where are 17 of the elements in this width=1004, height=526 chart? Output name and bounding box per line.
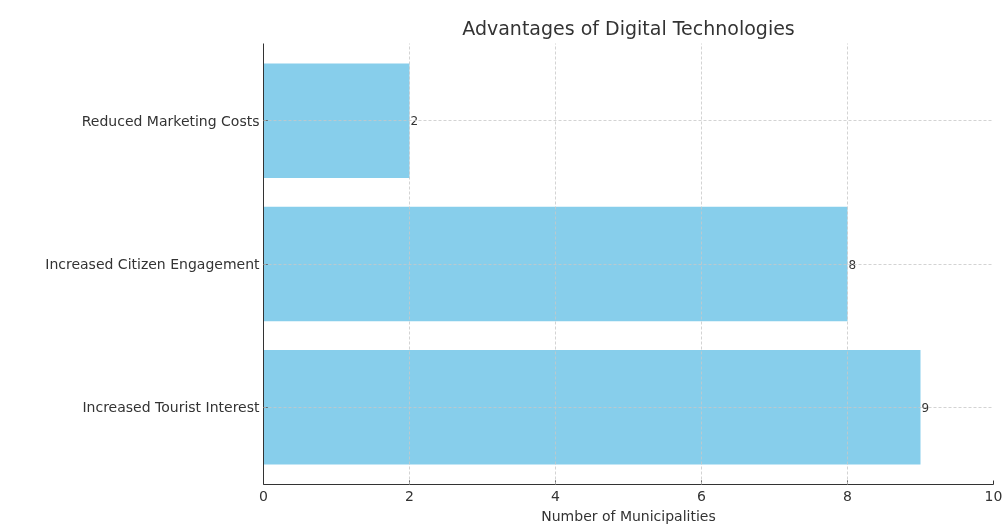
- x-tick-label: 8: [843, 487, 852, 504]
- x-tick-label: 4: [551, 487, 561, 504]
- y-tick-label: Increased Tourist Interest: [82, 399, 261, 416]
- data-label: 8: [848, 257, 857, 272]
- x-tick-label: 0: [259, 487, 268, 504]
- y-tick-label: Reduced Marketing Costs: [81, 112, 260, 129]
- bar: [263, 206, 848, 322]
- data-label: 9: [921, 400, 930, 415]
- bar: [263, 349, 921, 465]
- x-tick-label: 10: [984, 487, 1003, 504]
- x-tick-label: 2: [405, 487, 414, 504]
- chart-title: Advantages of Digital Technologies: [462, 16, 795, 39]
- bar: [263, 63, 410, 179]
- x-axis-title: Number of Municipalities: [541, 507, 716, 524]
- x-tick-label: 6: [697, 487, 707, 504]
- data-label: 2: [410, 114, 419, 129]
- y-tick-label: Increased Citizen Engagement: [45, 256, 261, 272]
